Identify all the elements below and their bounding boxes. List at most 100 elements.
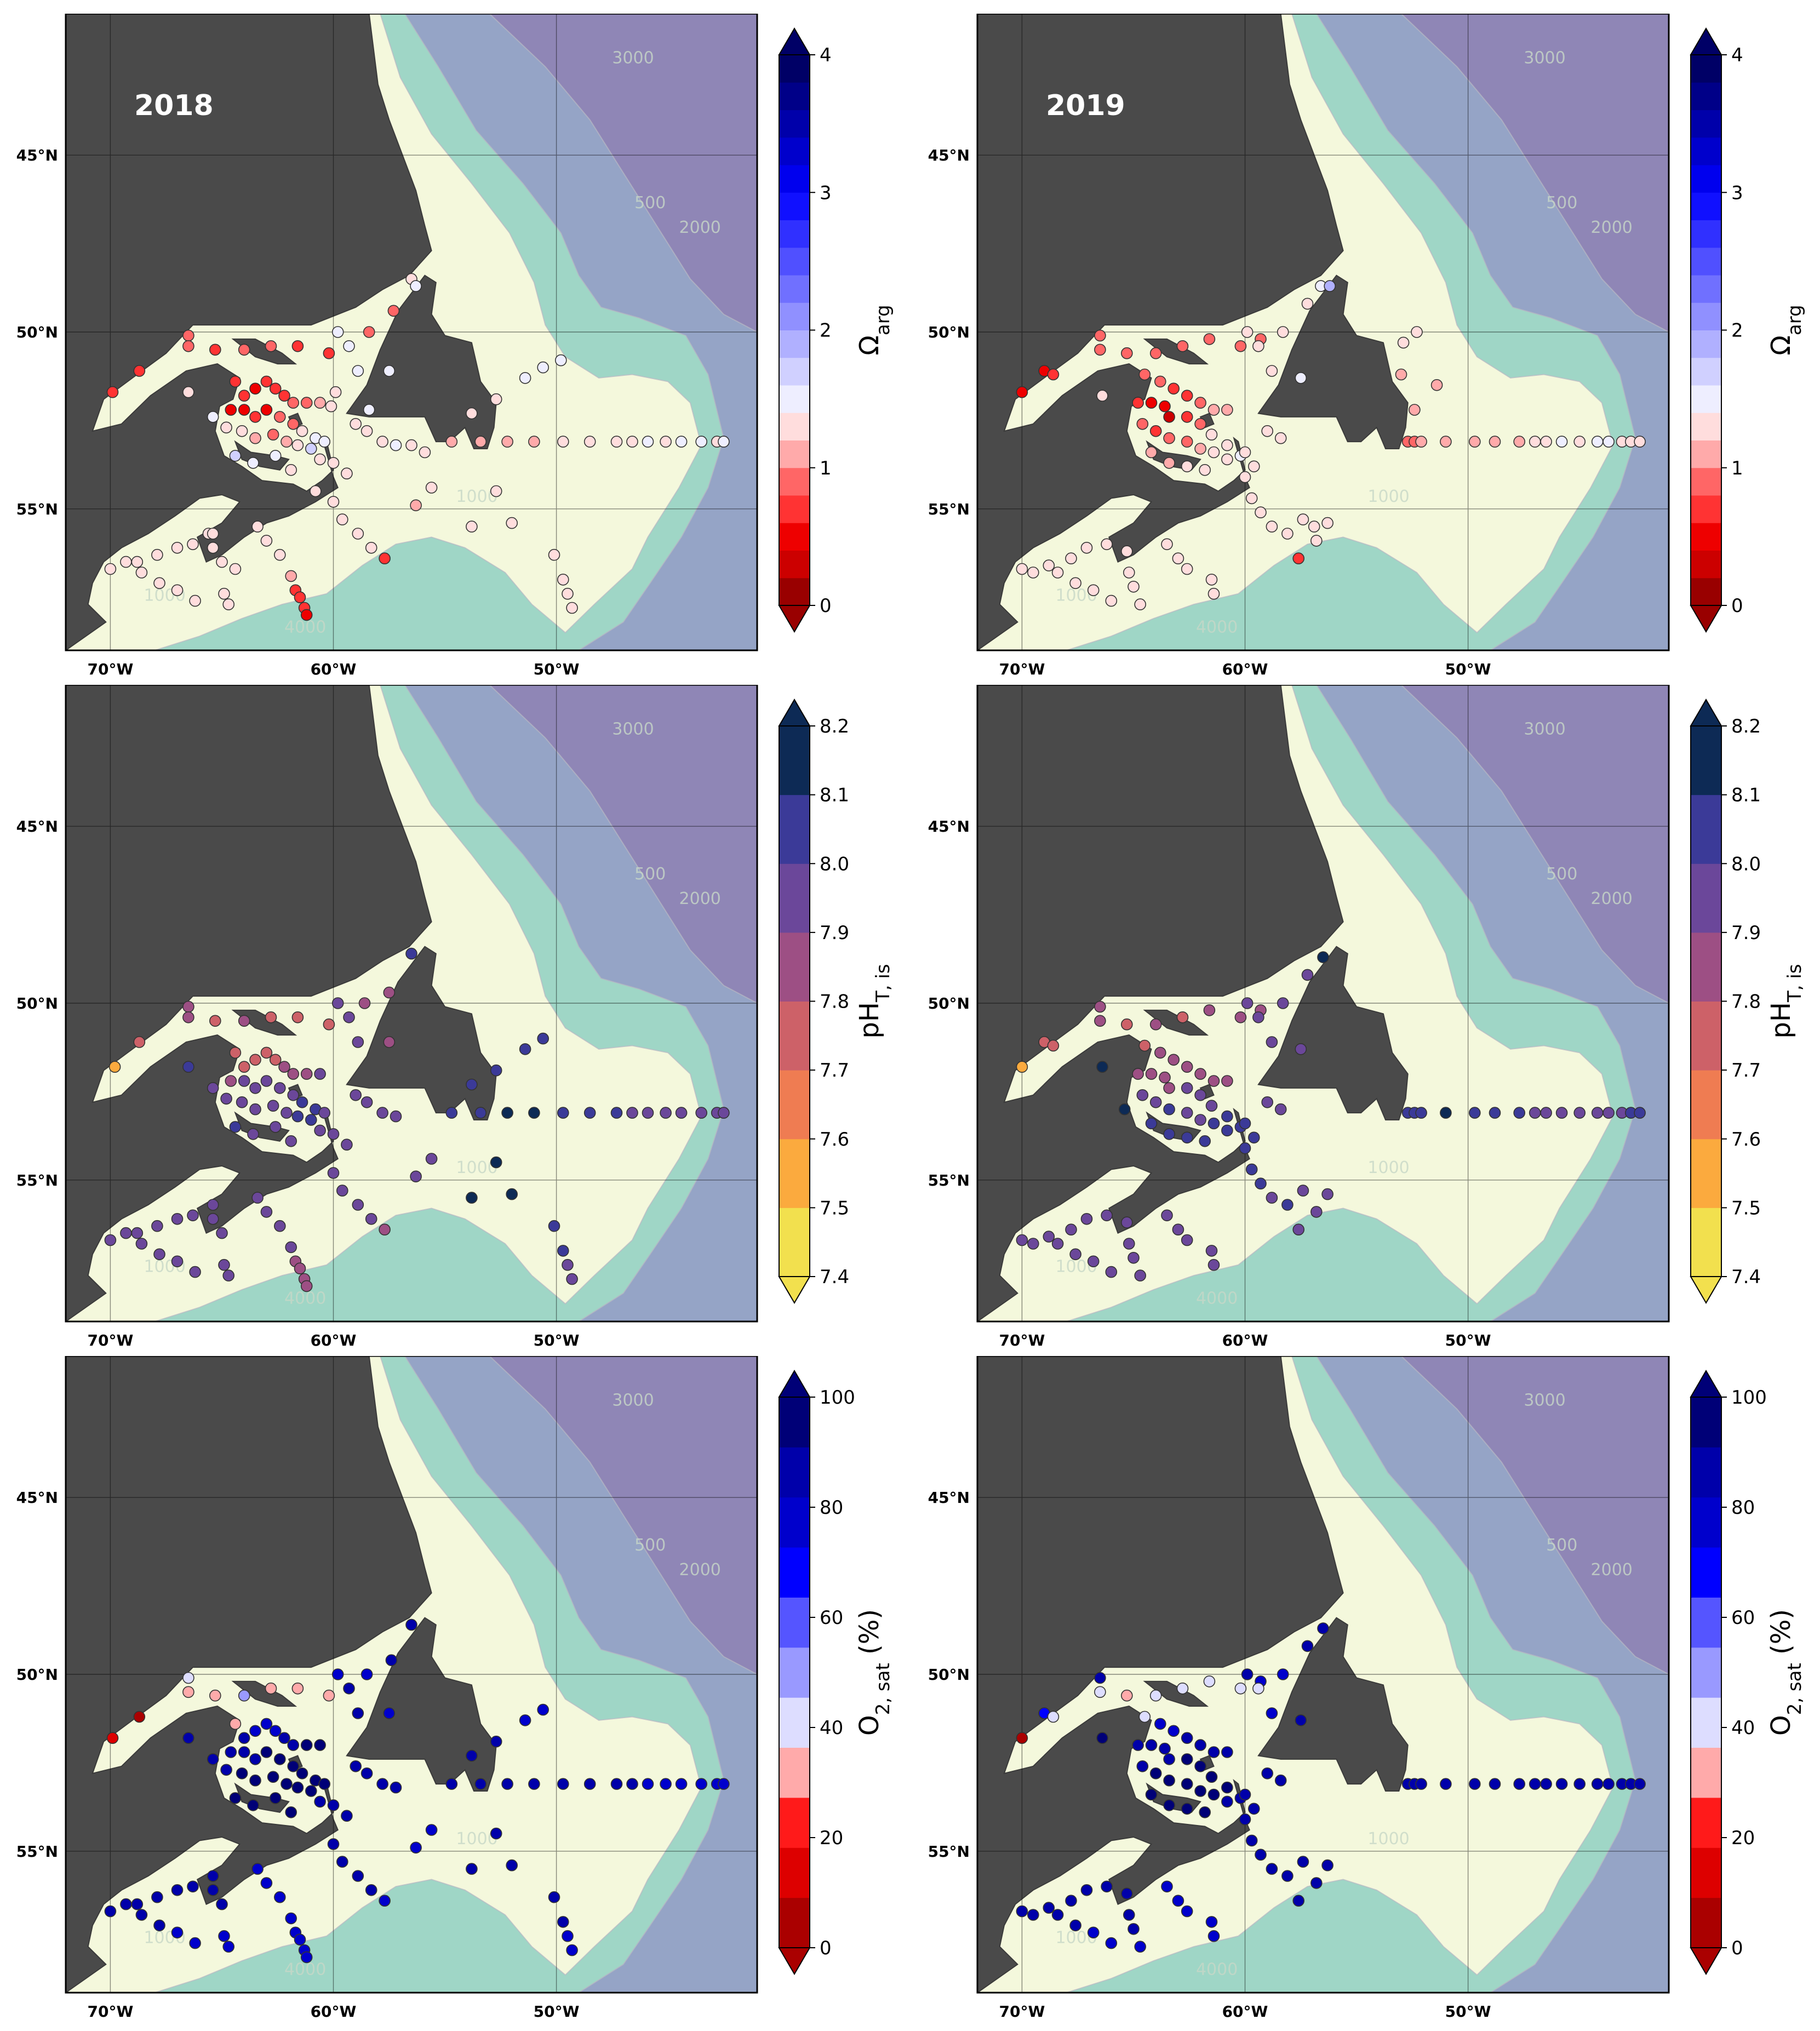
station-marker: [120, 556, 132, 568]
colorbar-segment: [1691, 1697, 1721, 1748]
contour-label: 2000: [1591, 218, 1633, 237]
colorbar-segment: [1691, 82, 1721, 110]
station-marker: [405, 439, 417, 451]
station-marker: [1094, 344, 1106, 356]
station-marker: [222, 598, 235, 610]
contour-label: 3000: [1524, 48, 1565, 67]
station-marker: [291, 439, 304, 451]
station-marker: [360, 1767, 373, 1780]
colorbar-segment: [1691, 726, 1721, 796]
station-marker: [300, 1068, 313, 1080]
station-marker: [249, 411, 261, 423]
station-marker: [1163, 411, 1175, 423]
colorbar-segment: [1691, 550, 1721, 579]
station-marker: [1138, 368, 1151, 381]
station-marker: [1167, 1725, 1180, 1737]
year-label: 2018: [134, 89, 214, 122]
station-marker: [1252, 1682, 1264, 1695]
mainland: [66, 1356, 432, 1993]
colorbar-segment: [1691, 1547, 1721, 1598]
station-marker: [490, 393, 502, 405]
station-marker: [1096, 390, 1108, 402]
station-marker: [207, 528, 219, 540]
station-marker: [314, 1124, 326, 1137]
station-marker: [583, 436, 596, 448]
station-marker: [135, 1238, 148, 1250]
colorbar-max-extension: [778, 1370, 811, 1398]
colorbar-tick-label: 2: [820, 320, 832, 342]
station-marker: [1096, 1061, 1108, 1073]
contour-label: 2000: [679, 218, 721, 237]
isobath-lines: [977, 14, 1669, 650]
station-marker: [405, 1618, 417, 1631]
station-marker: [1301, 298, 1314, 310]
colorbar: 7.4 7.5 7.6 7.7 7.8 7.9 8.0 8.1 8.2 pHT, is: [1690, 699, 1806, 1304]
station-marker: [314, 397, 326, 409]
colorbar-segment: [779, 1138, 810, 1208]
station-marker: [1255, 1177, 1267, 1190]
station-marker: [1120, 545, 1133, 558]
station-marker: [1101, 1880, 1113, 1893]
station-marker: [1199, 1806, 1211, 1818]
station-marker: [1321, 517, 1333, 529]
stations: [1016, 280, 1646, 610]
station-marker: [1281, 528, 1294, 540]
station-marker: [1221, 1124, 1233, 1137]
station-marker: [104, 1905, 117, 1918]
station-marker: [1154, 1718, 1166, 1730]
station-marker: [238, 1689, 250, 1702]
station-marker: [1161, 1209, 1173, 1222]
station-marker: [1154, 375, 1166, 388]
colorbar-segment: [779, 275, 810, 303]
station-marker: [287, 1739, 300, 1751]
colorbar-tick-label: 100: [1731, 1387, 1767, 1409]
contour-label: 4000: [1196, 1960, 1238, 1979]
station-marker: [490, 1735, 502, 1748]
station-marker: [1105, 594, 1118, 607]
station-marker: [419, 446, 431, 459]
colorbar-tick-label: 7.6: [820, 1129, 849, 1151]
station-marker: [281, 1107, 293, 1119]
lat-tick-label: 45°N: [928, 146, 970, 164]
station-marker: [425, 482, 438, 494]
station-marker: [379, 1895, 391, 1907]
colorbar-tick-label: 7.9: [820, 922, 849, 944]
station-marker: [1274, 432, 1287, 444]
station-marker: [1321, 1188, 1333, 1200]
station-marker: [1252, 1011, 1264, 1023]
isobath-lines: [66, 1356, 757, 1993]
station-marker: [189, 1937, 201, 1949]
station-marker: [1149, 425, 1162, 437]
station-marker: [1149, 1689, 1162, 1702]
colorbar-tick-label: 8.0: [1731, 853, 1761, 875]
station-marker: [1529, 1778, 1541, 1790]
isobath-lines: [66, 685, 757, 1321]
station-marker: [300, 397, 313, 409]
contour-label: 3000: [1524, 719, 1565, 739]
station-marker: [385, 1654, 398, 1667]
station-marker: [236, 425, 248, 437]
station-marker: [209, 1689, 221, 1702]
station-marker: [1181, 436, 1193, 448]
station-marker: [131, 1898, 144, 1910]
station-marker: [1199, 1135, 1211, 1147]
station-marker: [466, 1078, 478, 1091]
station-marker: [265, 1011, 277, 1023]
station-marker: [528, 1778, 540, 1790]
colorbar-tick-label: 7.5: [820, 1197, 849, 1219]
lon-tick-label: 50°W: [1445, 1331, 1491, 1349]
station-marker: [300, 1280, 313, 1292]
station-marker: [557, 1916, 569, 1928]
station-marker: [557, 1778, 569, 1790]
station-marker: [466, 1863, 478, 1875]
station-marker: [365, 1212, 377, 1225]
station-marker: [1255, 1849, 1267, 1861]
station-marker: [131, 556, 144, 568]
station-marker: [265, 1682, 277, 1695]
station-marker: [1163, 457, 1175, 469]
station-marker: [1105, 1937, 1118, 1949]
colorbar-tick-label: 7.5: [1731, 1197, 1761, 1219]
